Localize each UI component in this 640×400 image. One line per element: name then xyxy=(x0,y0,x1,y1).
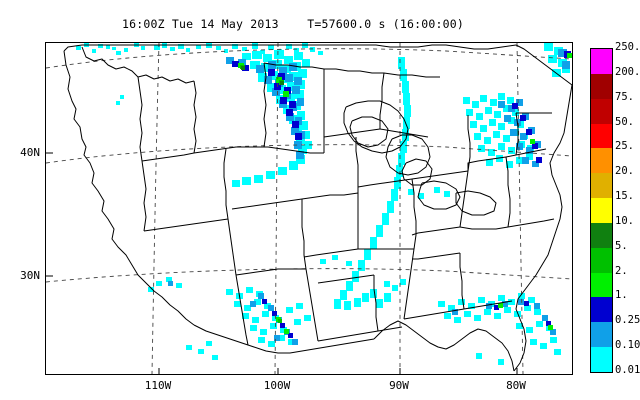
colorbar-label-11: 0.25 xyxy=(615,314,640,327)
colorbar-segment-8 xyxy=(591,247,612,273)
y-axis-tick-label-30n: 30N xyxy=(20,269,40,282)
colorbar-segment-3 xyxy=(591,123,612,149)
colorbar-label-0: 250. xyxy=(615,41,640,53)
x-axis-tick-label-100w: 100W xyxy=(263,379,291,392)
y-axis-tick-label-40n: 40N xyxy=(20,146,40,159)
colorbar-segment-7 xyxy=(591,222,612,248)
colorbar-segment-5 xyxy=(591,173,612,199)
colorbar-segment-6 xyxy=(591,198,612,223)
x-axis-tick-label-90w: 90W xyxy=(389,379,409,392)
map-grid-tickmarks xyxy=(46,152,518,374)
colorbar-segment-12 xyxy=(591,347,612,372)
colorbar-tick-labels: 250. 200. 75. 50. 25. 20. 15. 10. 5. 2. 1. 0.25 0.10… xyxy=(615,40,640,385)
colorbar xyxy=(590,48,613,373)
colorbar-label-10: 1. xyxy=(615,289,628,302)
colorbar-segment-9 xyxy=(591,272,612,298)
colorbar-label-8: 5. xyxy=(615,239,628,252)
colorbar-segment-1 xyxy=(591,73,612,99)
map-plot-area xyxy=(45,42,573,375)
figure-title: 16:00Z Tue 14 May 2013 T=57600.0 s (16:0… xyxy=(122,17,464,31)
colorbar-label-6: 15. xyxy=(615,190,634,203)
precipitation-field xyxy=(76,43,572,365)
x-axis-tick-label-80w: 80W xyxy=(506,379,526,392)
colorbar-label-7: 10. xyxy=(615,214,634,227)
latitude-longitude-gridlines xyxy=(46,43,572,374)
colorbar-label-4: 25. xyxy=(615,140,634,153)
colorbar-segment-10 xyxy=(591,297,612,323)
colorbar-segment-11 xyxy=(591,322,612,348)
x-axis-tick-label-110w: 110W xyxy=(144,379,172,392)
colorbar-label-1: 200. xyxy=(615,65,640,78)
colorbar-label-12: 0.10 xyxy=(615,339,640,352)
colorbar-segment-0 xyxy=(591,49,612,74)
colorbar-label-9: 2. xyxy=(615,264,628,277)
colorbar-label-2: 75. xyxy=(615,90,634,103)
colorbar-segment-2 xyxy=(591,98,612,124)
map-canvas xyxy=(46,43,572,374)
colorbar-segment-4 xyxy=(591,148,612,174)
colorbar-label-3: 50. xyxy=(615,115,634,128)
colorbar-label-5: 20. xyxy=(615,165,634,178)
geographic-boundaries xyxy=(63,44,572,372)
colorbar-label-13: 0.01 xyxy=(615,364,640,376)
